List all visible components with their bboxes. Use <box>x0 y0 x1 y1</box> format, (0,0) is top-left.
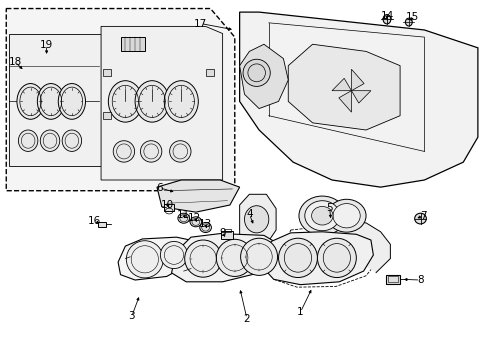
Polygon shape <box>264 232 372 285</box>
Ellipse shape <box>298 196 345 235</box>
Ellipse shape <box>169 141 191 162</box>
Ellipse shape <box>108 81 142 122</box>
Text: 14: 14 <box>380 11 393 21</box>
Ellipse shape <box>113 141 134 162</box>
Ellipse shape <box>160 242 187 269</box>
Bar <box>179 215 188 221</box>
Text: 3: 3 <box>128 311 135 321</box>
Ellipse shape <box>19 130 38 152</box>
Polygon shape <box>157 180 239 212</box>
Ellipse shape <box>244 206 268 233</box>
Bar <box>201 225 210 230</box>
Polygon shape <box>351 69 364 91</box>
Text: 1: 1 <box>297 307 303 317</box>
Ellipse shape <box>140 141 162 162</box>
Text: 15: 15 <box>405 13 418 22</box>
Bar <box>98 222 106 227</box>
Ellipse shape <box>37 84 64 119</box>
Ellipse shape <box>317 238 356 278</box>
Bar <box>120 37 144 51</box>
Bar <box>224 229 230 232</box>
Bar <box>164 204 174 211</box>
Text: 8: 8 <box>416 275 423 285</box>
Ellipse shape <box>178 213 189 223</box>
Polygon shape <box>338 91 351 112</box>
Bar <box>385 275 399 284</box>
Bar <box>191 219 201 225</box>
Bar <box>221 231 233 239</box>
Text: 19: 19 <box>40 40 53 50</box>
Text: 6: 6 <box>156 183 163 193</box>
Text: 11: 11 <box>177 210 190 220</box>
Polygon shape <box>287 44 399 130</box>
Bar <box>102 112 111 118</box>
Ellipse shape <box>190 217 201 227</box>
Polygon shape <box>302 219 389 273</box>
Polygon shape <box>331 78 351 91</box>
Text: 9: 9 <box>219 228 226 238</box>
Text: 18: 18 <box>8 57 21 67</box>
Ellipse shape <box>243 59 270 86</box>
Ellipse shape <box>40 130 60 152</box>
Ellipse shape <box>17 84 44 119</box>
Ellipse shape <box>58 84 85 119</box>
Text: 7: 7 <box>419 211 426 221</box>
Polygon shape <box>6 9 234 191</box>
Polygon shape <box>351 91 370 103</box>
Ellipse shape <box>200 222 211 233</box>
Bar <box>102 69 111 76</box>
Polygon shape <box>239 194 276 244</box>
Text: 12: 12 <box>188 213 201 223</box>
Bar <box>387 276 397 282</box>
Ellipse shape <box>62 130 81 152</box>
Ellipse shape <box>278 238 317 278</box>
Ellipse shape <box>240 238 277 275</box>
Ellipse shape <box>382 15 390 24</box>
Ellipse shape <box>216 239 253 276</box>
Ellipse shape <box>332 203 360 228</box>
Text: 2: 2 <box>243 314 250 324</box>
Ellipse shape <box>326 199 366 232</box>
Text: 10: 10 <box>161 200 174 210</box>
Text: 13: 13 <box>199 219 212 229</box>
Polygon shape <box>118 237 196 280</box>
Polygon shape <box>239 44 287 109</box>
Polygon shape <box>101 26 222 180</box>
Ellipse shape <box>304 201 339 231</box>
Ellipse shape <box>164 81 198 122</box>
Bar <box>205 69 214 76</box>
Ellipse shape <box>414 213 426 224</box>
Polygon shape <box>239 12 477 187</box>
Text: 17: 17 <box>194 18 207 28</box>
Ellipse shape <box>126 241 163 278</box>
Polygon shape <box>171 234 276 282</box>
Text: 4: 4 <box>245 209 252 219</box>
Text: 5: 5 <box>325 203 332 213</box>
Text: 16: 16 <box>88 216 101 226</box>
Ellipse shape <box>405 18 411 26</box>
Ellipse shape <box>135 81 169 122</box>
Ellipse shape <box>184 240 221 277</box>
Polygon shape <box>9 33 101 166</box>
Ellipse shape <box>311 206 332 225</box>
